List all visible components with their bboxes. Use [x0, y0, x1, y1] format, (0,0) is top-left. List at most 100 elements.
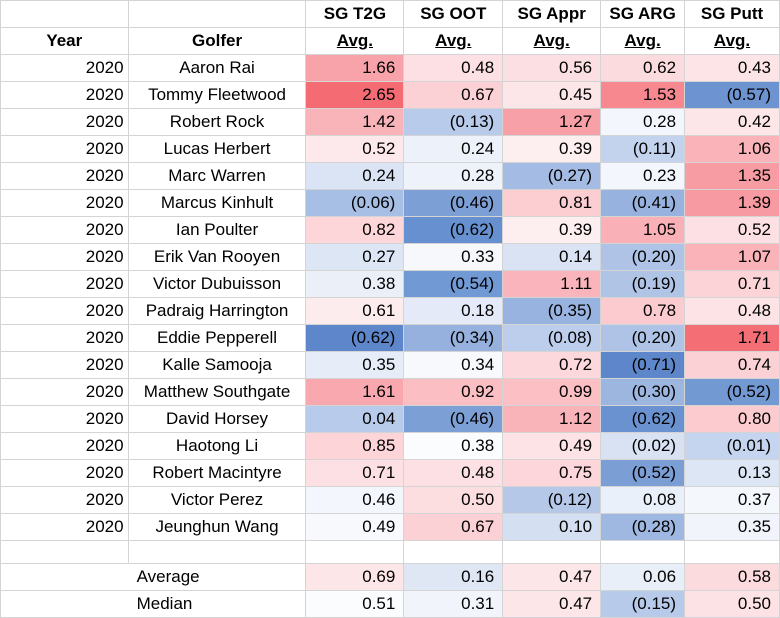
- value-cell[interactable]: 0.50: [403, 486, 504, 514]
- value-cell[interactable]: (0.46): [403, 189, 504, 217]
- value-cell[interactable]: 0.48: [684, 297, 780, 325]
- value-cell[interactable]: 0.52: [305, 135, 405, 163]
- value-cell[interactable]: 0.56: [502, 54, 602, 82]
- value-cell[interactable]: 0.23: [600, 162, 686, 190]
- value-cell[interactable]: (0.62): [403, 216, 504, 244]
- golfer-cell[interactable]: Jeunghun Wang: [127, 513, 307, 541]
- year-cell[interactable]: 2020: [0, 54, 129, 82]
- value-cell[interactable]: 0.92: [403, 378, 504, 406]
- header-sg-appr[interactable]: SG Appr: [502, 0, 602, 28]
- value-cell[interactable]: 0.78: [600, 297, 686, 325]
- value-cell[interactable]: (0.54): [403, 270, 504, 298]
- value-cell[interactable]: 1.53: [600, 81, 686, 109]
- year-cell[interactable]: 2020: [0, 81, 129, 109]
- value-cell[interactable]: (0.02): [600, 432, 686, 460]
- header-avg[interactable]: Avg.: [403, 27, 504, 55]
- value-cell[interactable]: (0.08): [502, 324, 602, 352]
- value-cell[interactable]: (0.20): [600, 324, 686, 352]
- value-cell[interactable]: (0.52): [600, 459, 686, 487]
- value-cell[interactable]: 2.65: [305, 81, 405, 109]
- value-cell[interactable]: (0.13): [403, 108, 504, 136]
- value-cell[interactable]: (0.34): [403, 324, 504, 352]
- value-cell[interactable]: 0.74: [684, 351, 780, 379]
- value-cell[interactable]: 0.62: [600, 54, 686, 82]
- header-avg[interactable]: Avg.: [502, 27, 602, 55]
- year-cell[interactable]: 2020: [0, 351, 129, 379]
- golfer-cell[interactable]: Erik Van Rooyen: [127, 243, 307, 271]
- value-cell[interactable]: 0.45: [502, 81, 602, 109]
- header-sg-arg[interactable]: SG ARG: [600, 0, 686, 28]
- empty-cell[interactable]: [684, 540, 780, 564]
- value-cell[interactable]: 1.06: [684, 135, 780, 163]
- value-cell[interactable]: 0.27: [305, 243, 405, 271]
- golfer-cell[interactable]: Matthew Southgate: [127, 378, 307, 406]
- value-cell[interactable]: (0.28): [600, 513, 686, 541]
- summary-value-cell[interactable]: 0.06: [600, 563, 686, 591]
- year-cell[interactable]: 2020: [0, 432, 129, 460]
- value-cell[interactable]: 0.38: [305, 270, 405, 298]
- year-cell[interactable]: 2020: [0, 108, 129, 136]
- header-avg[interactable]: Avg.: [305, 27, 405, 55]
- golfer-cell[interactable]: Victor Dubuisson: [127, 270, 307, 298]
- value-cell[interactable]: 0.08: [600, 486, 686, 514]
- header-sg-putt[interactable]: SG Putt: [684, 0, 780, 28]
- value-cell[interactable]: 0.75: [502, 459, 602, 487]
- value-cell[interactable]: 1.61: [305, 378, 405, 406]
- value-cell[interactable]: 0.81: [502, 189, 602, 217]
- golfer-cell[interactable]: Haotong Li: [127, 432, 307, 460]
- value-cell[interactable]: 0.67: [403, 81, 504, 109]
- value-cell[interactable]: 0.61: [305, 297, 405, 325]
- value-cell[interactable]: (0.27): [502, 162, 602, 190]
- year-cell[interactable]: 2020: [0, 216, 129, 244]
- year-cell[interactable]: 2020: [0, 459, 129, 487]
- value-cell[interactable]: 0.14: [502, 243, 602, 271]
- value-cell[interactable]: (0.41): [600, 189, 686, 217]
- value-cell[interactable]: 1.42: [305, 108, 405, 136]
- golfer-cell[interactable]: Padraig Harrington: [127, 297, 307, 325]
- value-cell[interactable]: (0.35): [502, 297, 602, 325]
- value-cell[interactable]: 0.82: [305, 216, 405, 244]
- empty-cell[interactable]: [600, 540, 686, 564]
- summary-value-cell[interactable]: 0.51: [305, 590, 405, 618]
- value-cell[interactable]: 0.49: [502, 432, 602, 460]
- header-cell-empty[interactable]: [0, 0, 129, 28]
- golfer-cell[interactable]: Robert Macintyre: [127, 459, 307, 487]
- year-cell[interactable]: 2020: [0, 297, 129, 325]
- value-cell[interactable]: 0.48: [403, 459, 504, 487]
- summary-label[interactable]: Median: [127, 590, 307, 618]
- value-cell[interactable]: (0.20): [600, 243, 686, 271]
- golfer-cell[interactable]: Eddie Pepperell: [127, 324, 307, 352]
- header-sg-oot[interactable]: SG OOT: [403, 0, 504, 28]
- value-cell[interactable]: (0.62): [305, 324, 405, 352]
- golfer-cell[interactable]: Marc Warren: [127, 162, 307, 190]
- summary-value-cell[interactable]: 0.47: [502, 563, 602, 591]
- summary-value-cell[interactable]: 0.31: [403, 590, 504, 618]
- value-cell[interactable]: 0.39: [502, 216, 602, 244]
- value-cell[interactable]: 0.18: [403, 297, 504, 325]
- value-cell[interactable]: (0.57): [684, 81, 780, 109]
- empty-cell[interactable]: [305, 540, 405, 564]
- summary-label[interactable]: Average: [127, 563, 307, 591]
- value-cell[interactable]: 0.35: [305, 351, 405, 379]
- value-cell[interactable]: 0.49: [305, 513, 405, 541]
- summary-value-cell[interactable]: 0.47: [502, 590, 602, 618]
- value-cell[interactable]: 1.27: [502, 108, 602, 136]
- year-cell[interactable]: 2020: [0, 270, 129, 298]
- value-cell[interactable]: (0.12): [502, 486, 602, 514]
- value-cell[interactable]: 1.12: [502, 405, 602, 433]
- value-cell[interactable]: 0.71: [305, 459, 405, 487]
- summary-value-cell[interactable]: 0.69: [305, 563, 405, 591]
- golfer-cell[interactable]: Robert Rock: [127, 108, 307, 136]
- value-cell[interactable]: 0.37: [684, 486, 780, 514]
- year-cell[interactable]: 2020: [0, 243, 129, 271]
- value-cell[interactable]: 1.07: [684, 243, 780, 271]
- value-cell[interactable]: (0.30): [600, 378, 686, 406]
- header-avg[interactable]: Avg.: [600, 27, 686, 55]
- empty-cell[interactable]: [0, 540, 129, 564]
- empty-cell[interactable]: [403, 540, 504, 564]
- empty-cell[interactable]: [127, 540, 307, 564]
- year-cell[interactable]: 2020: [0, 162, 129, 190]
- summary-value-cell[interactable]: 0.50: [684, 590, 780, 618]
- value-cell[interactable]: (0.06): [305, 189, 405, 217]
- value-cell[interactable]: 0.13: [684, 459, 780, 487]
